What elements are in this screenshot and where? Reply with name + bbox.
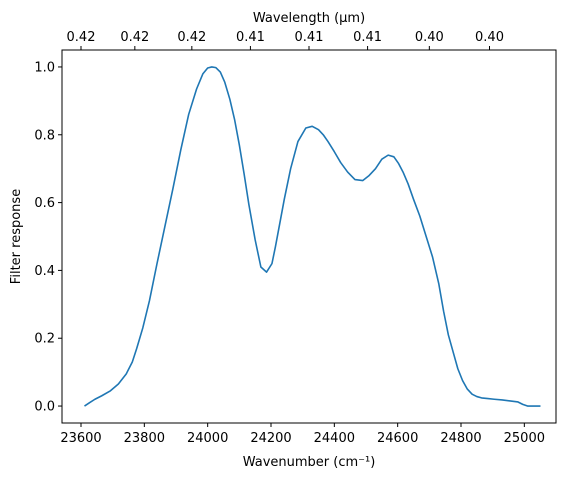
y-tick-label: 0.6: [34, 196, 55, 211]
top-tick-label: 0.40: [415, 30, 444, 45]
y-tick-label: 0.4: [34, 264, 55, 279]
y-axis-label: Filter response: [9, 189, 24, 284]
x-tick-label: 25000: [504, 431, 545, 446]
y-axis-ticks: 0.0 0.2 0.4 0.6 0.8 1.0: [34, 60, 62, 415]
x-tick-label: 23800: [124, 431, 165, 446]
y-tick-label: 0.8: [34, 128, 55, 143]
x-tick-label: 24000: [187, 431, 228, 446]
x-tick-label: 24200: [250, 431, 291, 446]
top-tick-label: 0.42: [120, 30, 149, 45]
top-axis-ticks: 0.42 0.42 0.42 0.41 0.41 0.41 0.40 0.40: [67, 30, 504, 50]
plot-frame: [61, 49, 557, 424]
top-axis-label: Wavelength (μm): [253, 11, 365, 26]
x-tick-label: 24600: [377, 431, 418, 446]
x-tick-label: 24800: [440, 431, 481, 446]
top-tick-label: 0.41: [353, 30, 382, 45]
top-tick-label: 0.42: [67, 30, 96, 45]
filter-response-line: [84, 66, 541, 407]
x-tick-label: 24400: [314, 431, 355, 446]
x-axis-ticks: 23600 23800 24000 24200 24400 24600 24800 25000: [60, 423, 545, 446]
top-tick-label: 0.42: [177, 30, 206, 45]
y-tick-label: 1.0: [34, 60, 55, 75]
x-tick-label: 23600: [60, 431, 101, 446]
top-tick-label: 0.41: [295, 30, 324, 45]
top-tick-label: 0.40: [475, 30, 504, 45]
top-tick-label: 0.41: [236, 30, 265, 45]
x-axis-label: Wavenumber (cm⁻¹): [243, 455, 376, 470]
y-tick-label: 0.2: [34, 332, 55, 347]
y-tick-label: 0.0: [34, 400, 55, 415]
